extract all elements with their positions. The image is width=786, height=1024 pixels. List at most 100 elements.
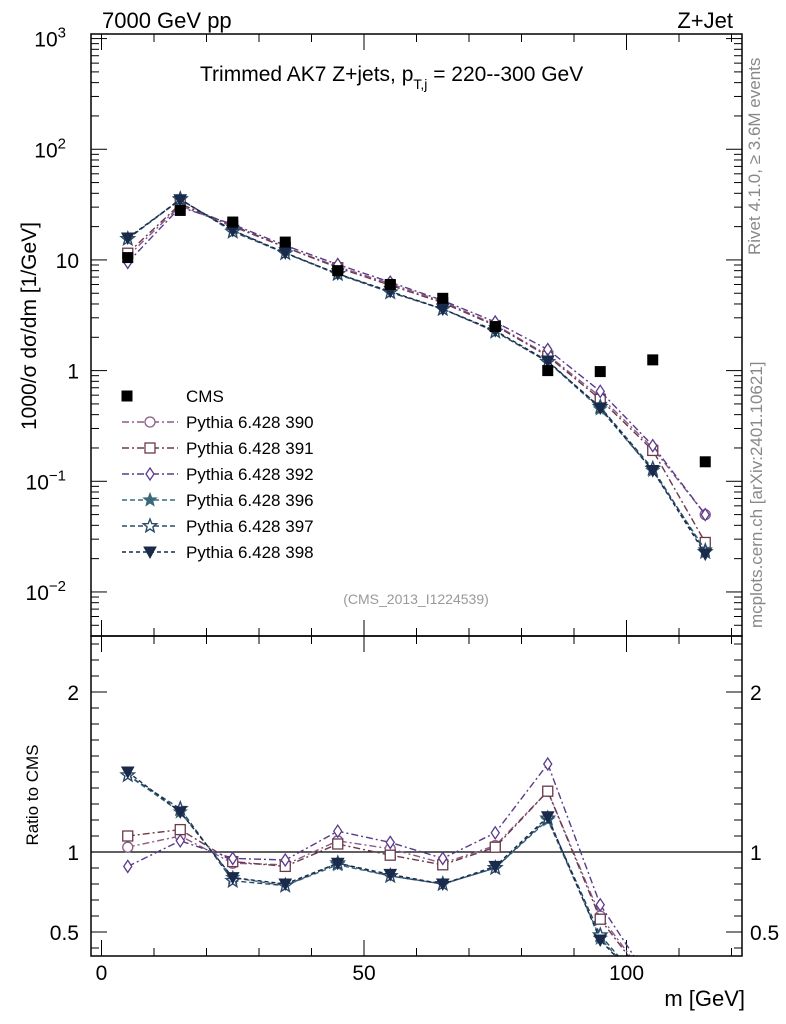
ratio-point — [332, 838, 344, 850]
legend-label: Pythia 6.428 398 — [186, 543, 314, 562]
x-axis-label: m [GeV] — [664, 986, 745, 1011]
analysis-label: (CMS_2013_I1224539) — [343, 591, 489, 607]
ratio-tick-label: 1 — [67, 842, 79, 865]
legend-label: CMS — [186, 387, 224, 406]
legend-marker — [142, 491, 158, 507]
series-point — [647, 438, 658, 453]
data-point — [384, 278, 396, 290]
ratio-point — [540, 811, 555, 824]
data-point — [332, 265, 344, 277]
legend-label: Pythia 6.428 392 — [186, 465, 314, 484]
ratio-tick-label: 2 — [750, 682, 762, 705]
y-tick-label: 102 — [34, 135, 66, 162]
ratio-plot-frame — [90, 635, 743, 957]
series-line — [127, 198, 706, 555]
ratio-point — [383, 868, 398, 882]
data-point — [227, 216, 239, 228]
legend: CMS Pythia 6.428 390 Pythia 6.428 391 Pythi… — [121, 387, 314, 562]
series-line — [127, 206, 706, 516]
y-tick-label: 10−1 — [26, 467, 66, 494]
ratio-point — [594, 913, 606, 925]
series-point — [700, 507, 711, 522]
series-point — [595, 384, 606, 399]
data-point — [489, 321, 501, 333]
ratio-axis-ticks: 0.5 0.5 1 1 2 2 — [50, 643, 779, 949]
ratio-tick-label: 0.5 — [750, 922, 779, 945]
data-point — [122, 252, 134, 264]
legend-marker — [144, 442, 156, 454]
main-axis-ticks: 10−2 10−1 1 10 102 103 — [26, 25, 742, 637]
legend-marker — [144, 416, 156, 428]
ratio-point — [595, 897, 606, 912]
side-label-top: Rivet 4.1.0, ≥ 3.6M events — [745, 58, 764, 255]
series-point — [645, 465, 660, 478]
ratio-line — [127, 774, 620, 956]
ratio-point — [227, 851, 238, 866]
y-tick-label: 10 — [56, 250, 79, 273]
data-point — [594, 366, 606, 378]
ratio-point — [488, 860, 503, 874]
ratio-plot-series — [119, 756, 635, 956]
series-point — [173, 194, 188, 207]
data-point — [437, 292, 449, 304]
y-axis-label: 1000/σ dσ/dm [1/GeV] — [18, 222, 41, 430]
ratio-point — [122, 859, 133, 874]
x-tick-label: 100 — [609, 962, 644, 985]
series-point — [593, 402, 608, 415]
x-tick-label: 0 — [96, 962, 108, 985]
series-point — [698, 548, 713, 562]
legend-marker — [145, 466, 155, 482]
data-point — [542, 365, 554, 377]
ratio-point — [122, 841, 134, 853]
series-point — [540, 355, 555, 369]
legend-marker — [121, 390, 133, 402]
x-axis-ticks: 0 50 100 — [96, 34, 732, 985]
ratio-point — [593, 934, 608, 948]
ratio-line — [127, 789, 632, 956]
data-point — [279, 236, 291, 248]
legend-marker — [141, 517, 159, 534]
ratio-point — [384, 849, 396, 861]
plot-title: Trimmed AK7 Z+jets, pT,j = 220--300 GeV — [200, 63, 583, 92]
series-point — [278, 247, 293, 260]
ratio-point — [278, 878, 293, 892]
ratio-point — [280, 852, 291, 868]
ratio-point — [175, 833, 186, 848]
main-plot-series — [119, 190, 714, 562]
series-point — [120, 232, 135, 245]
ratio-point — [437, 851, 448, 866]
legend-marker — [143, 546, 157, 560]
ratio-tick-label: 1 — [750, 842, 762, 865]
x-tick-label: 50 — [352, 962, 375, 985]
ratio-axis-label: Ratio to CMS — [23, 744, 42, 845]
y-tick-label: 10−2 — [26, 578, 66, 605]
ratio-line — [127, 771, 617, 956]
legend-label: Pythia 6.428 397 — [186, 517, 314, 536]
ratio-line — [127, 762, 635, 956]
ratio-point — [174, 823, 186, 836]
ratio-point — [330, 857, 345, 871]
legend-label: Pythia 6.428 391 — [186, 439, 314, 458]
ratio-point — [385, 835, 396, 850]
ratio-tick-label: 2 — [67, 682, 79, 705]
data-point — [699, 456, 711, 468]
series-line — [127, 203, 706, 543]
series-line — [127, 204, 706, 516]
legend-label: Pythia 6.428 396 — [186, 491, 314, 510]
ratio-point — [173, 806, 188, 820]
ratio-line — [127, 789, 630, 956]
y-tick-label: 103 — [34, 25, 66, 52]
header-left: 7000 GeV pp — [102, 8, 232, 33]
ratio-point — [490, 825, 501, 840]
series-point — [435, 303, 450, 317]
side-label-bottom: mcplots.cern.ch [arXiv:2401.10621] — [747, 362, 766, 628]
ratio-point — [122, 830, 134, 842]
data-point — [174, 204, 186, 216]
ratio-tick-label: 0.5 — [50, 922, 79, 945]
ratio-line — [127, 774, 618, 956]
ratio-point — [435, 878, 450, 892]
data-point — [647, 354, 659, 366]
header-right: Z+Jet — [677, 8, 733, 33]
legend-label: Pythia 6.428 390 — [186, 413, 314, 432]
